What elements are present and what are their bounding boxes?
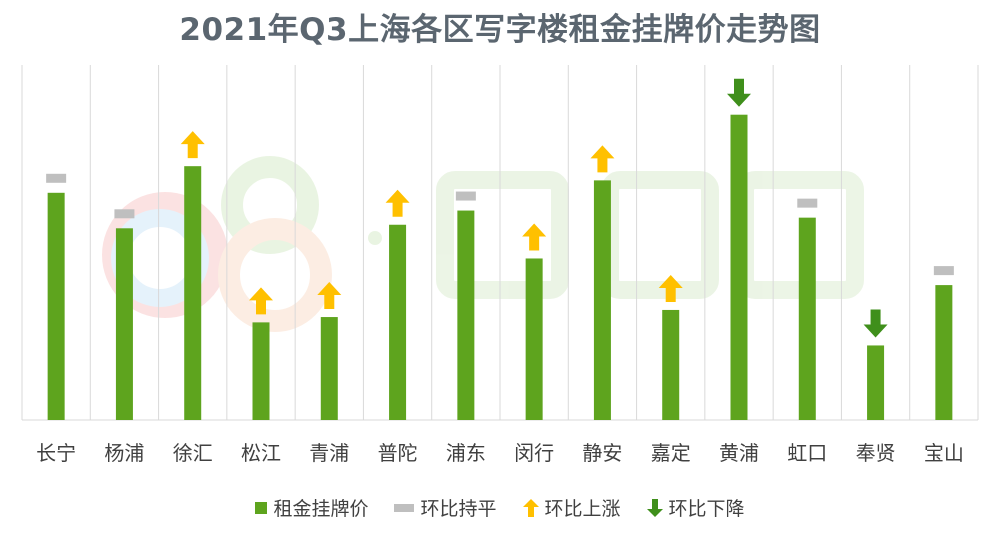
down-arrow-icon	[863, 309, 888, 338]
up-arrow-icon	[658, 274, 683, 302]
up-arrow-icon	[249, 287, 273, 315]
bar-徐汇	[184, 166, 202, 420]
x-tick-label: 奉贤	[856, 441, 896, 465]
legend-item-up: 环比上涨	[522, 494, 621, 521]
bar-长宁	[47, 192, 65, 420]
down-arrow-icon	[727, 78, 751, 107]
legend-item-rent: 租金挂牌价	[255, 494, 368, 521]
up-arrow-icon	[590, 145, 615, 173]
up-arrow-icon	[385, 189, 410, 217]
bars	[47, 114, 953, 420]
trend-markers	[46, 78, 954, 338]
x-tick-label: 虹口	[787, 441, 827, 465]
up-arrow-icon	[317, 282, 342, 310]
up-arrow-icon	[180, 131, 205, 159]
x-tick-label: 宝山	[924, 441, 964, 465]
legend-flat-swatch	[394, 503, 415, 512]
chart-title: 2021年Q3上海各区写字楼租金挂牌价走势图	[179, 12, 821, 48]
bar-宝山	[935, 285, 953, 420]
legend: 租金挂牌价 环比持平 环比上涨 环比下降	[0, 494, 1000, 521]
bar-闵行	[525, 258, 543, 420]
bar-浦东	[457, 210, 475, 420]
grid-lines	[21, 65, 979, 421]
legend-bar-swatch	[255, 501, 268, 514]
legend-label-rent: 租金挂牌价	[273, 498, 369, 520]
bar-黄浦	[730, 114, 748, 420]
bar-普陀	[389, 224, 407, 420]
x-tick-label: 闵行	[514, 441, 554, 465]
flat-marker-宝山	[933, 266, 954, 276]
flat-marker-浦东	[455, 191, 476, 201]
x-tick-label: 静安	[582, 441, 622, 465]
legend-item-down: 环比下降	[646, 494, 745, 521]
bar-奉贤	[867, 345, 885, 420]
x-tick-label: 徐汇	[173, 441, 213, 465]
x-tick-labels: 长宁 杨浦 徐汇 松江 青浦 普陀 浦东 闵行 静安 嘉定 黄浦 虹口 奉贤 宝山	[36, 441, 964, 465]
bar-静安	[593, 180, 611, 420]
bar-虹口	[798, 217, 816, 420]
bar-杨浦	[115, 228, 133, 420]
legend-arrow-up-icon	[522, 498, 539, 517]
legend-label-up: 环比上涨	[544, 498, 621, 520]
x-tick-label: 黄浦	[719, 441, 759, 465]
bar-青浦	[320, 317, 338, 420]
x-tick-label: 嘉定	[651, 441, 691, 465]
legend-arrow-down-icon	[646, 498, 663, 517]
bar-嘉定	[662, 309, 680, 420]
x-tick-label: 青浦	[309, 441, 349, 465]
x-tick-label: 杨浦	[104, 441, 144, 465]
up-arrow-icon	[522, 223, 547, 251]
x-tick-label: 长宁	[36, 441, 76, 465]
legend-item-flat: 环比持平	[394, 494, 497, 521]
flat-marker-长宁	[46, 173, 67, 183]
legend-label-flat: 环比持平	[420, 498, 497, 520]
bar-松江	[252, 322, 270, 420]
x-tick-label: 浦东	[446, 441, 486, 465]
legend-label-down: 环比下降	[668, 498, 745, 520]
x-tick-label: 普陀	[378, 441, 418, 465]
flat-marker-杨浦	[114, 209, 135, 219]
x-tick-label: 松江	[241, 441, 281, 465]
flat-marker-虹口	[797, 198, 818, 208]
